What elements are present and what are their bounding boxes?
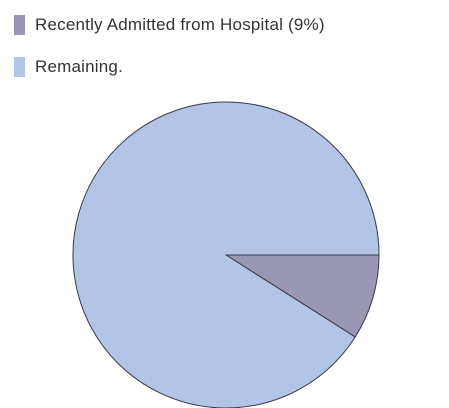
legend-label-remaining: Remaining.: [35, 57, 123, 76]
legend-item-admitted: Recently Admitted from Hospital (9%): [14, 8, 325, 42]
legend: Recently Admitted from Hospital (9%) Rem…: [14, 8, 325, 84]
legend-swatch-remaining: [14, 57, 25, 77]
legend-label-admitted: Recently Admitted from Hospital (9%): [35, 15, 325, 34]
legend-item-remaining: Remaining.: [14, 50, 325, 84]
legend-swatch-admitted: [14, 15, 25, 35]
pie-slice-admitted: [225, 254, 380, 338]
pie-slice-remaining: [72, 101, 380, 408]
